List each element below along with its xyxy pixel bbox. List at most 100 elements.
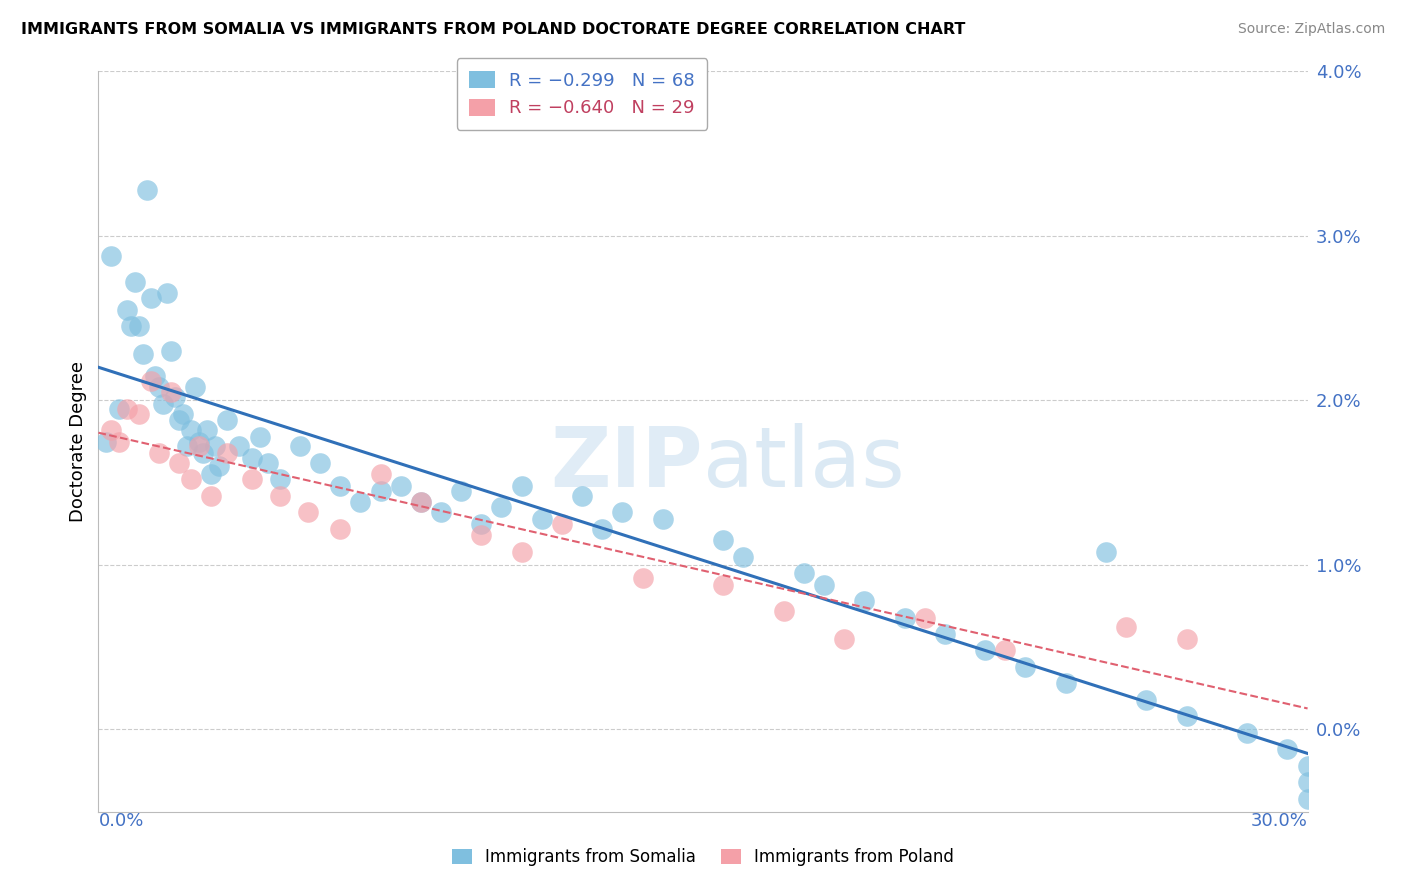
Point bbox=[107, 434, 129, 449]
Point bbox=[832, 632, 855, 646]
Point bbox=[184, 380, 207, 394]
Point bbox=[100, 423, 122, 437]
Point bbox=[1296, 758, 1319, 772]
Point bbox=[1277, 742, 1299, 756]
Text: ZIP: ZIP bbox=[551, 423, 703, 504]
Point bbox=[974, 643, 997, 657]
Point bbox=[217, 446, 239, 460]
Point bbox=[152, 397, 174, 411]
Point bbox=[193, 446, 215, 460]
Point bbox=[934, 627, 956, 641]
Point bbox=[1175, 632, 1198, 646]
Text: atlas: atlas bbox=[703, 423, 904, 504]
Point bbox=[1014, 660, 1036, 674]
Point bbox=[409, 495, 432, 509]
Point bbox=[167, 413, 190, 427]
Point bbox=[180, 423, 202, 437]
Point bbox=[309, 456, 332, 470]
Point bbox=[188, 440, 211, 454]
Point bbox=[1296, 775, 1319, 789]
Point bbox=[711, 533, 734, 548]
Point bbox=[269, 489, 291, 503]
Point bbox=[167, 456, 190, 470]
Point bbox=[163, 390, 186, 404]
Point bbox=[172, 407, 194, 421]
Point bbox=[148, 446, 170, 460]
Point bbox=[994, 643, 1017, 657]
Point bbox=[228, 440, 250, 454]
Point bbox=[160, 385, 183, 400]
Point bbox=[100, 249, 122, 263]
Legend: R = −0.299   N = 68, R = −0.640   N = 29: R = −0.299 N = 68, R = −0.640 N = 29 bbox=[457, 58, 707, 130]
Point bbox=[208, 459, 231, 474]
Point bbox=[139, 292, 162, 306]
Text: 30.0%: 30.0% bbox=[1251, 812, 1308, 830]
Point bbox=[107, 401, 129, 416]
Point bbox=[329, 479, 352, 493]
Point bbox=[893, 610, 915, 624]
Point bbox=[200, 489, 222, 503]
Point bbox=[571, 489, 593, 503]
Point bbox=[813, 577, 835, 591]
Point bbox=[132, 347, 155, 361]
Point bbox=[470, 528, 492, 542]
Point bbox=[188, 434, 211, 449]
Point bbox=[115, 401, 138, 416]
Text: Source: ZipAtlas.com: Source: ZipAtlas.com bbox=[1237, 22, 1385, 37]
Point bbox=[128, 319, 150, 334]
Point bbox=[217, 413, 239, 427]
Point bbox=[370, 483, 392, 498]
Point bbox=[470, 516, 492, 531]
Point bbox=[180, 472, 202, 486]
Point bbox=[200, 467, 222, 482]
Point bbox=[389, 479, 412, 493]
Point bbox=[370, 467, 392, 482]
Point bbox=[631, 571, 654, 585]
Point bbox=[256, 456, 278, 470]
Point bbox=[135, 183, 157, 197]
Point bbox=[551, 516, 574, 531]
Point bbox=[733, 549, 755, 564]
Text: 0.0%: 0.0% bbox=[98, 812, 143, 830]
Point bbox=[96, 434, 118, 449]
Point bbox=[160, 344, 183, 359]
Point bbox=[793, 566, 815, 581]
Point bbox=[409, 495, 432, 509]
Point bbox=[349, 495, 371, 509]
Point bbox=[853, 594, 876, 608]
Point bbox=[430, 505, 453, 519]
Point bbox=[450, 483, 472, 498]
Point bbox=[240, 472, 263, 486]
Point bbox=[297, 505, 319, 519]
Point bbox=[156, 286, 179, 301]
Point bbox=[240, 450, 263, 465]
Point bbox=[128, 407, 150, 421]
Point bbox=[269, 472, 291, 486]
Point bbox=[148, 380, 170, 394]
Point bbox=[491, 500, 513, 515]
Point bbox=[124, 275, 146, 289]
Point bbox=[612, 505, 634, 519]
Point bbox=[1135, 693, 1157, 707]
Point bbox=[195, 423, 218, 437]
Point bbox=[329, 522, 352, 536]
Point bbox=[1115, 620, 1137, 634]
Point bbox=[288, 440, 311, 454]
Point bbox=[176, 440, 198, 454]
Point bbox=[1095, 545, 1118, 559]
Legend: Immigrants from Somalia, Immigrants from Poland: Immigrants from Somalia, Immigrants from… bbox=[443, 840, 963, 875]
Point bbox=[510, 479, 533, 493]
Point bbox=[249, 429, 271, 443]
Point bbox=[1236, 725, 1258, 739]
Point bbox=[1175, 709, 1198, 723]
Point bbox=[510, 545, 533, 559]
Point bbox=[120, 319, 142, 334]
Point bbox=[772, 604, 794, 618]
Point bbox=[914, 610, 936, 624]
Point bbox=[139, 374, 162, 388]
Point bbox=[204, 440, 226, 454]
Text: IMMIGRANTS FROM SOMALIA VS IMMIGRANTS FROM POLAND DOCTORATE DEGREE CORRELATION C: IMMIGRANTS FROM SOMALIA VS IMMIGRANTS FR… bbox=[21, 22, 966, 37]
Point bbox=[591, 522, 613, 536]
Point bbox=[115, 302, 138, 317]
Y-axis label: Doctorate Degree: Doctorate Degree bbox=[69, 361, 87, 522]
